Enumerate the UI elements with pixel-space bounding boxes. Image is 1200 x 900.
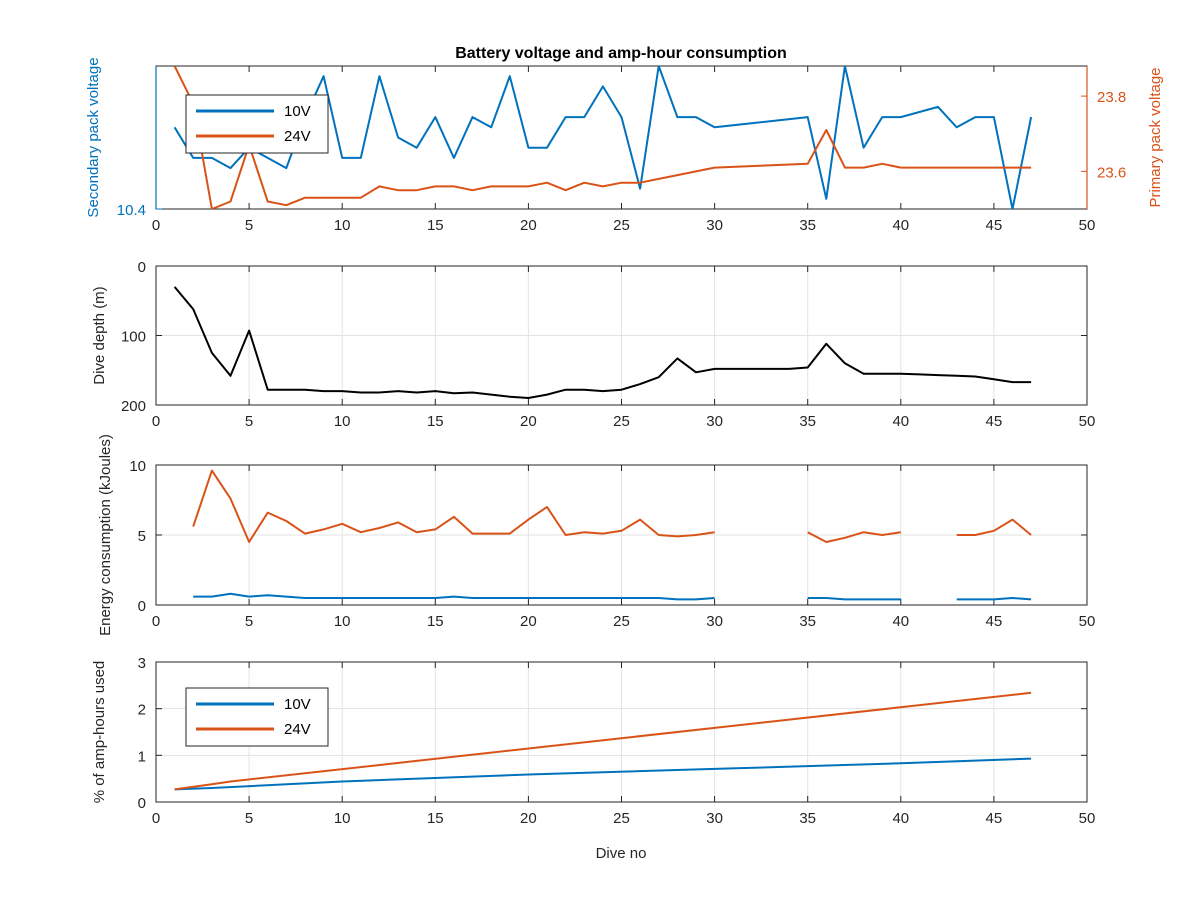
x-axis-label: Dive no bbox=[596, 845, 647, 862]
y-tick-label: 3 bbox=[138, 655, 146, 672]
y-tick-label: 5 bbox=[138, 528, 146, 545]
series-line-2-1-seg0 bbox=[193, 592, 715, 601]
x-tick-label: 35 bbox=[799, 810, 816, 827]
x-tick-label: 10 bbox=[334, 413, 351, 430]
x-tick-label: 45 bbox=[986, 810, 1003, 827]
x-tick-label: 0 bbox=[152, 217, 160, 234]
right-y-tick-label: 23.6 bbox=[1097, 164, 1126, 181]
series-line-2-1-seg2 bbox=[956, 597, 1032, 601]
x-tick-label: 35 bbox=[799, 613, 816, 630]
x-tick-label: 30 bbox=[706, 413, 723, 430]
x-tick-label: 40 bbox=[892, 413, 909, 430]
x-tick-label: 20 bbox=[520, 413, 537, 430]
x-tick-label: 45 bbox=[986, 413, 1003, 430]
x-tick-label: 0 bbox=[152, 810, 160, 827]
x-tick-label: 45 bbox=[986, 613, 1003, 630]
x-tick-label: 35 bbox=[799, 217, 816, 234]
legend-label: 24V bbox=[284, 128, 311, 145]
x-tick-label: 10 bbox=[334, 217, 351, 234]
y-tick-label: 2 bbox=[138, 702, 146, 719]
y-tick-label: 1 bbox=[138, 748, 146, 765]
y-tick-label: 100 bbox=[121, 329, 146, 346]
y-axis-label: % of amp-hours used bbox=[91, 661, 108, 804]
x-tick-label: 40 bbox=[892, 217, 909, 234]
x-tick-label: 25 bbox=[613, 810, 630, 827]
series-line-3-0 bbox=[174, 757, 1032, 791]
legend-label: 10V bbox=[284, 103, 311, 120]
series-line-2-0-seg2 bbox=[956, 518, 1032, 536]
y-axis-label: Energy consumption (kJoules) bbox=[97, 434, 114, 636]
left-y-axis-label: Secondary pack voltage bbox=[85, 57, 102, 217]
right-y-tick-label: 23.8 bbox=[1097, 89, 1126, 106]
x-tick-label: 20 bbox=[520, 217, 537, 234]
x-tick-label: 35 bbox=[799, 413, 816, 430]
series-line-2-0-seg1 bbox=[807, 531, 901, 543]
x-tick-label: 30 bbox=[706, 217, 723, 234]
x-tick-label: 50 bbox=[1079, 810, 1096, 827]
x-tick-label: 30 bbox=[706, 810, 723, 827]
legend-label: 24V bbox=[284, 721, 311, 738]
series-line-2-1-seg1 bbox=[807, 597, 901, 601]
x-tick-label: 25 bbox=[613, 613, 630, 630]
y-tick-label: 200 bbox=[121, 398, 146, 415]
left-y-tick-label: 10.4 bbox=[117, 202, 146, 219]
x-tick-label: 50 bbox=[1079, 413, 1096, 430]
series-line-24V bbox=[173, 66, 1032, 209]
series-line-2-0-seg0 bbox=[192, 469, 715, 543]
y-tick-label: 0 bbox=[138, 795, 146, 812]
x-tick-label: 5 bbox=[245, 217, 253, 234]
y-axis-label: Dive depth (m) bbox=[91, 286, 108, 384]
x-tick-label: 50 bbox=[1079, 613, 1096, 630]
x-tick-label: 40 bbox=[892, 810, 909, 827]
right-y-axis-label: Primary pack voltage bbox=[1147, 67, 1164, 207]
x-tick-label: 45 bbox=[986, 217, 1003, 234]
x-tick-label: 0 bbox=[152, 613, 160, 630]
axes-box bbox=[155, 661, 1088, 803]
x-tick-label: 5 bbox=[245, 413, 253, 430]
series-line-1-0 bbox=[173, 286, 1032, 399]
x-tick-label: 30 bbox=[706, 613, 723, 630]
y-tick-label: 0 bbox=[138, 259, 146, 276]
x-tick-label: 0 bbox=[152, 413, 160, 430]
x-tick-label: 25 bbox=[613, 217, 630, 234]
legend-box bbox=[185, 687, 329, 747]
x-tick-label: 50 bbox=[1079, 217, 1096, 234]
x-tick-label: 15 bbox=[427, 217, 444, 234]
legend-box bbox=[185, 94, 329, 154]
x-tick-label: 10 bbox=[334, 613, 351, 630]
x-tick-label: 40 bbox=[892, 613, 909, 630]
x-tick-label: 15 bbox=[427, 413, 444, 430]
x-tick-label: 20 bbox=[520, 810, 537, 827]
legend-label: 10V bbox=[284, 696, 311, 713]
y-tick-label: 0 bbox=[138, 598, 146, 615]
series-line-3-1 bbox=[174, 691, 1032, 791]
figure-title: Battery voltage and amp-hour consumption bbox=[455, 45, 787, 62]
x-tick-label: 25 bbox=[613, 413, 630, 430]
x-tick-label: 15 bbox=[427, 810, 444, 827]
x-tick-label: 10 bbox=[334, 810, 351, 827]
x-tick-label: 5 bbox=[245, 810, 253, 827]
x-tick-label: 20 bbox=[520, 613, 537, 630]
x-tick-label: 5 bbox=[245, 613, 253, 630]
y-tick-label: 10 bbox=[129, 458, 146, 475]
x-tick-label: 15 bbox=[427, 613, 444, 630]
axes-box bbox=[155, 265, 1088, 406]
axes-box bbox=[155, 464, 1088, 606]
